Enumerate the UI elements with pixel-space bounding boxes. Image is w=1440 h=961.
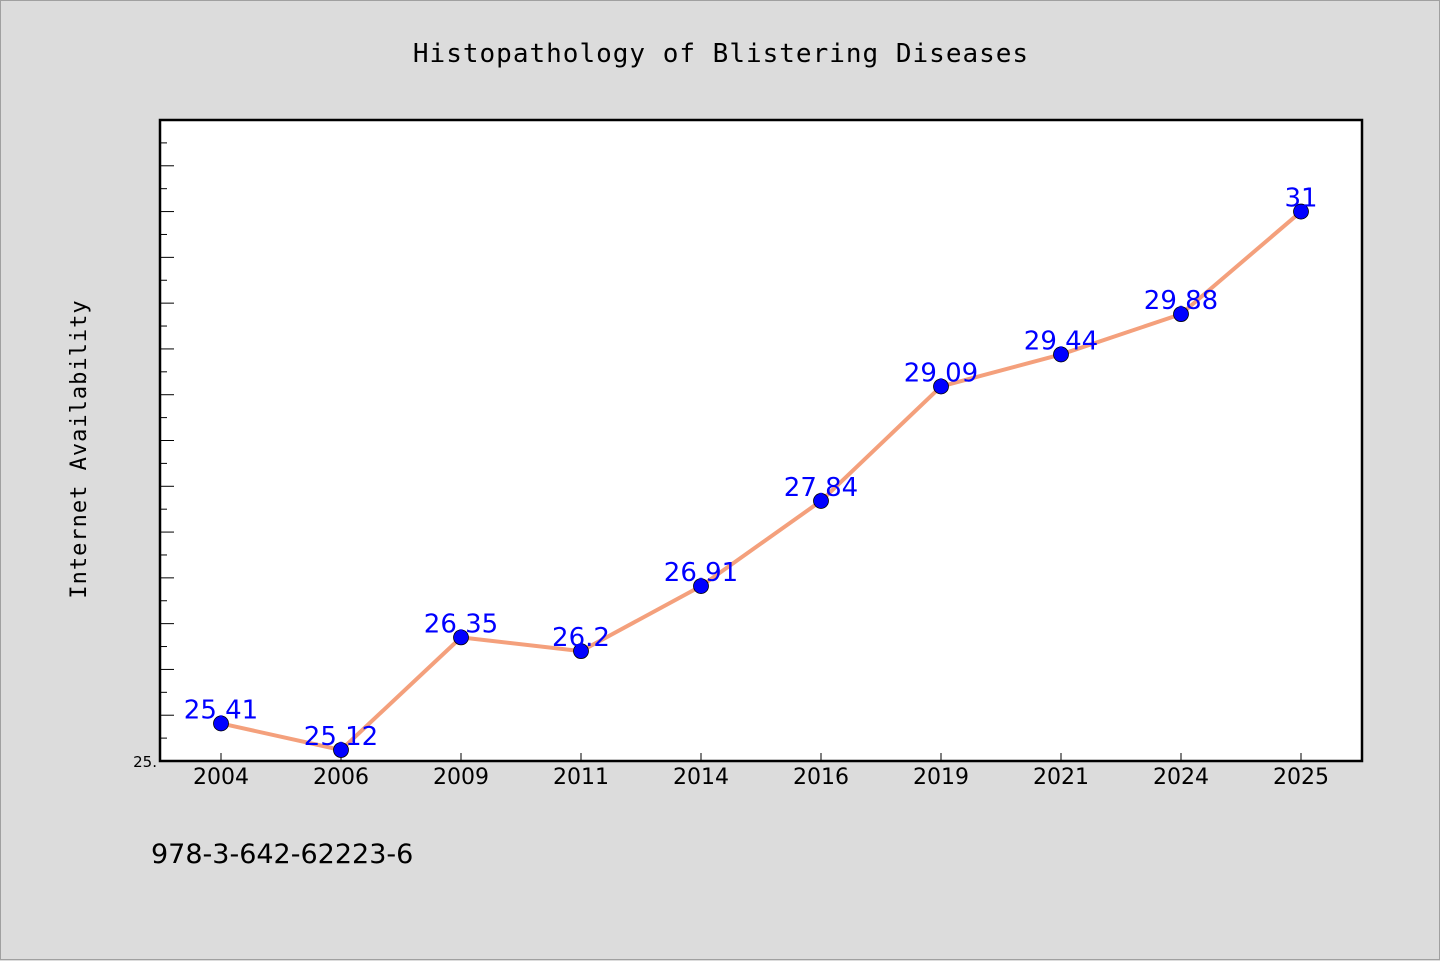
data-point: [453, 629, 469, 646]
data-point: [693, 578, 709, 594]
x-tick-label: 2011: [553, 765, 609, 790]
data-point: [1053, 346, 1069, 363]
x-tick-label: 2014: [673, 765, 729, 790]
x-tick-label: 2025: [1273, 765, 1329, 790]
data-label: 29.09: [904, 358, 978, 388]
data-point: [813, 493, 829, 509]
data-label: 26.35: [424, 609, 498, 639]
series-layer: 25.41 25.12 26.35 26.2 26.91 27.84 29.09 29.44 2…: [184, 184, 1318, 758]
x-axis-ticks: 2004 2006 2009 2011 2014 2016 2019 2021 2024 2025: [193, 753, 1329, 790]
footer-id-text: 978-3-642-62223-6: [151, 839, 413, 870]
x-tick-label: 2024: [1153, 765, 1209, 790]
y-min-label: 25.: [133, 753, 157, 771]
data-point: [1173, 306, 1189, 323]
x-tick-label: 2019: [913, 765, 969, 790]
chart-title: Histopathology of Blistering Diseases: [413, 39, 1029, 69]
data-label: 29.44: [1024, 326, 1098, 356]
data-label: 31: [1284, 184, 1317, 214]
plot-area: [160, 120, 1362, 761]
data-label: 26.91: [664, 558, 738, 588]
data-label: 27.84: [784, 473, 858, 503]
x-tick-label: 2004: [193, 765, 249, 790]
data-label: 25.12: [304, 722, 378, 752]
data-point: [213, 715, 229, 732]
y-axis-label: Internet Availability: [67, 299, 92, 598]
data-label: 25.41: [184, 695, 258, 725]
data-point: [573, 643, 589, 660]
x-tick-label: 2021: [1033, 765, 1089, 790]
data-point: [1293, 203, 1309, 220]
x-tick-label: 2006: [313, 765, 369, 790]
series-line: [220, 210, 1303, 753]
data-point: [333, 742, 349, 758]
x-tick-label: 2009: [433, 765, 489, 790]
data-label: 29.88: [1144, 286, 1218, 316]
data-point: [933, 378, 949, 395]
plot-frame: [158, 118, 1364, 763]
data-label: 26.2: [552, 623, 610, 653]
x-tick-label: 2016: [793, 765, 849, 790]
